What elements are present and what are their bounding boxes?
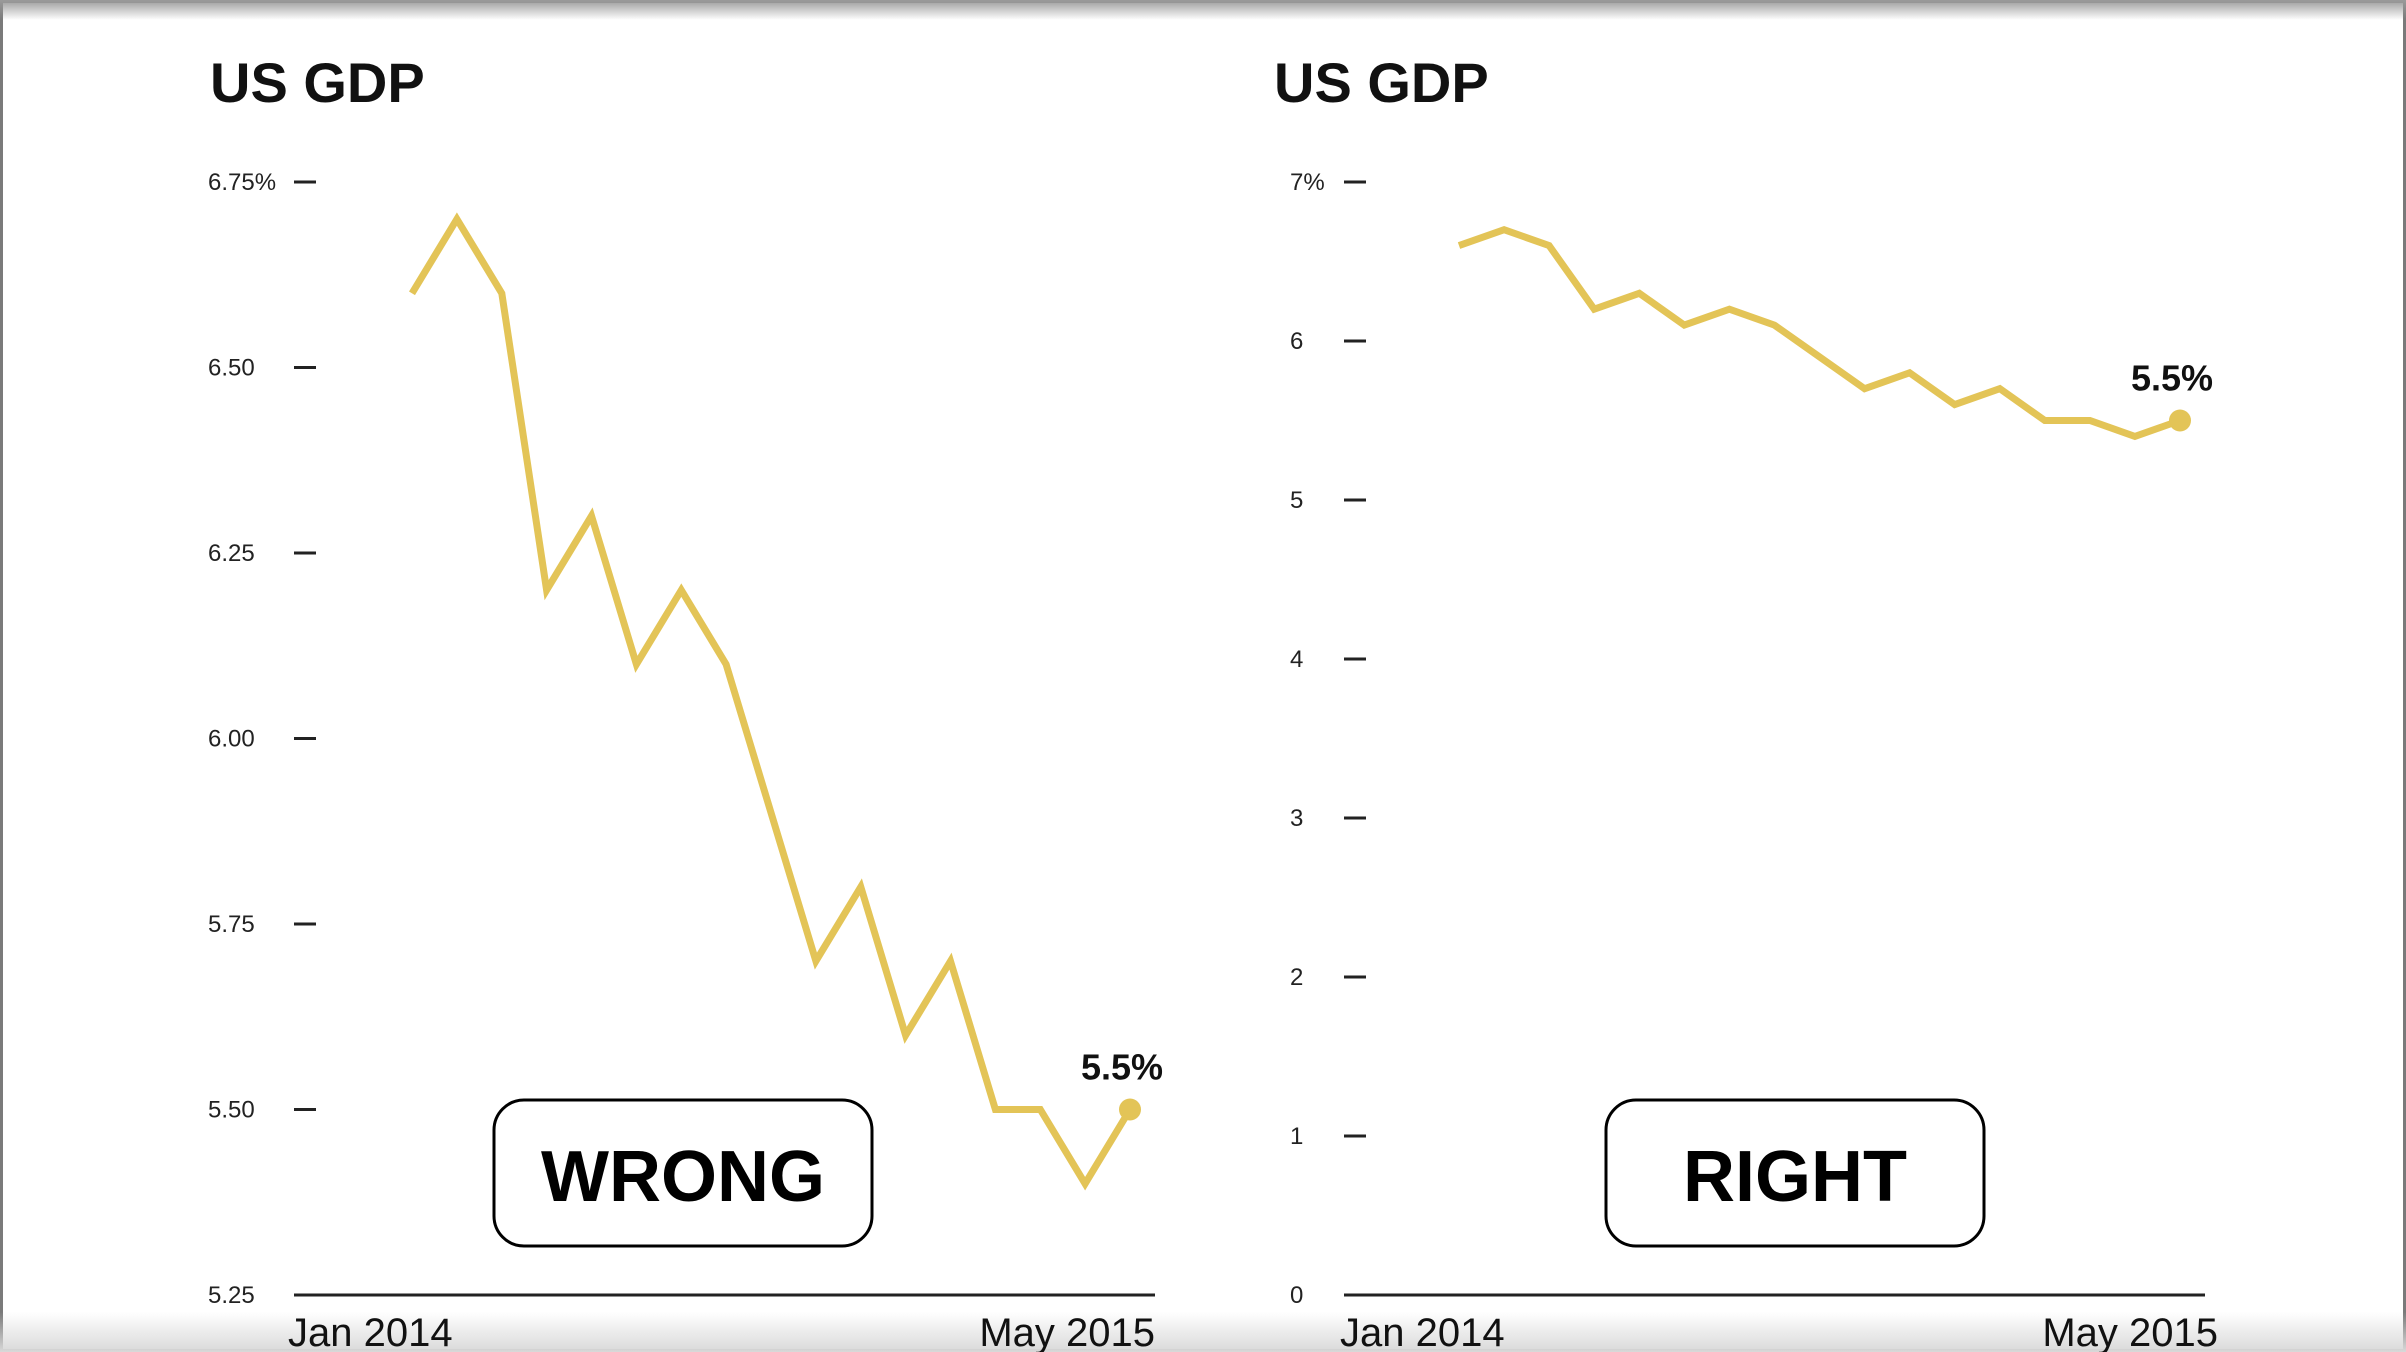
y-tick-label: 5.50 [208, 1097, 255, 1124]
verdict-badge: WRONG [492, 1098, 874, 1248]
series-line [1457, 225, 2182, 441]
x-label-end: May 2015 [979, 1311, 1155, 1352]
y-tick-label: 2 [1290, 964, 1303, 991]
y-tick-label: 1 [1290, 1123, 1303, 1150]
verdict-badge: RIGHT [1604, 1098, 1986, 1248]
verdict-box [492, 1098, 874, 1248]
y-tick-label: 6.00 [208, 726, 255, 753]
end-label: 5.5% [2131, 358, 2213, 399]
y-tick-label: 3 [1290, 805, 1303, 832]
chart-title: US GDP [210, 51, 425, 114]
y-axis: 6.75% 6.50 6.25 6.00 5.75 5.50 5.25 [208, 169, 316, 1309]
y-tick-label: 7% [1290, 169, 1325, 196]
y-tick-label: 6.50 [208, 355, 255, 382]
x-label-start: Jan 2014 [288, 1311, 453, 1352]
verdict-label: RIGHT [1683, 1137, 1907, 1217]
x-label-start: Jan 2014 [1340, 1311, 1505, 1352]
top-shadow [0, 0, 2406, 20]
end-point [1119, 1098, 1141, 1121]
verdict-box [1604, 1098, 1986, 1248]
verdict-label: WRONG [541, 1137, 825, 1217]
series-line [409, 212, 1133, 1191]
y-tick-label: 4 [1290, 646, 1303, 673]
end-point [2169, 409, 2191, 432]
y-tick-label: 6 [1290, 328, 1303, 355]
x-label-end: May 2015 [2042, 1311, 2218, 1352]
y-tick-label: 5 [1290, 487, 1303, 514]
y-axis: 7% 6 5 4 3 2 1 0 [1290, 169, 1366, 1309]
end-label: 5.5% [1081, 1047, 1163, 1088]
y-tick-label: 5.75 [208, 911, 255, 938]
y-tick-label: 0 [1290, 1282, 1303, 1309]
y-tick-label: 6.75% [208, 169, 276, 196]
y-tick-label: 6.25 [208, 540, 255, 567]
y-tick-label: 5.25 [208, 1282, 255, 1309]
chart-title: US GDP [1274, 51, 1489, 114]
chart-wrong: US GDP 6.75% 6.50 6.25 6.00 5.75 5.50 5.25 Jan… [208, 51, 1163, 1352]
bottom-shadow [0, 1312, 2406, 1352]
